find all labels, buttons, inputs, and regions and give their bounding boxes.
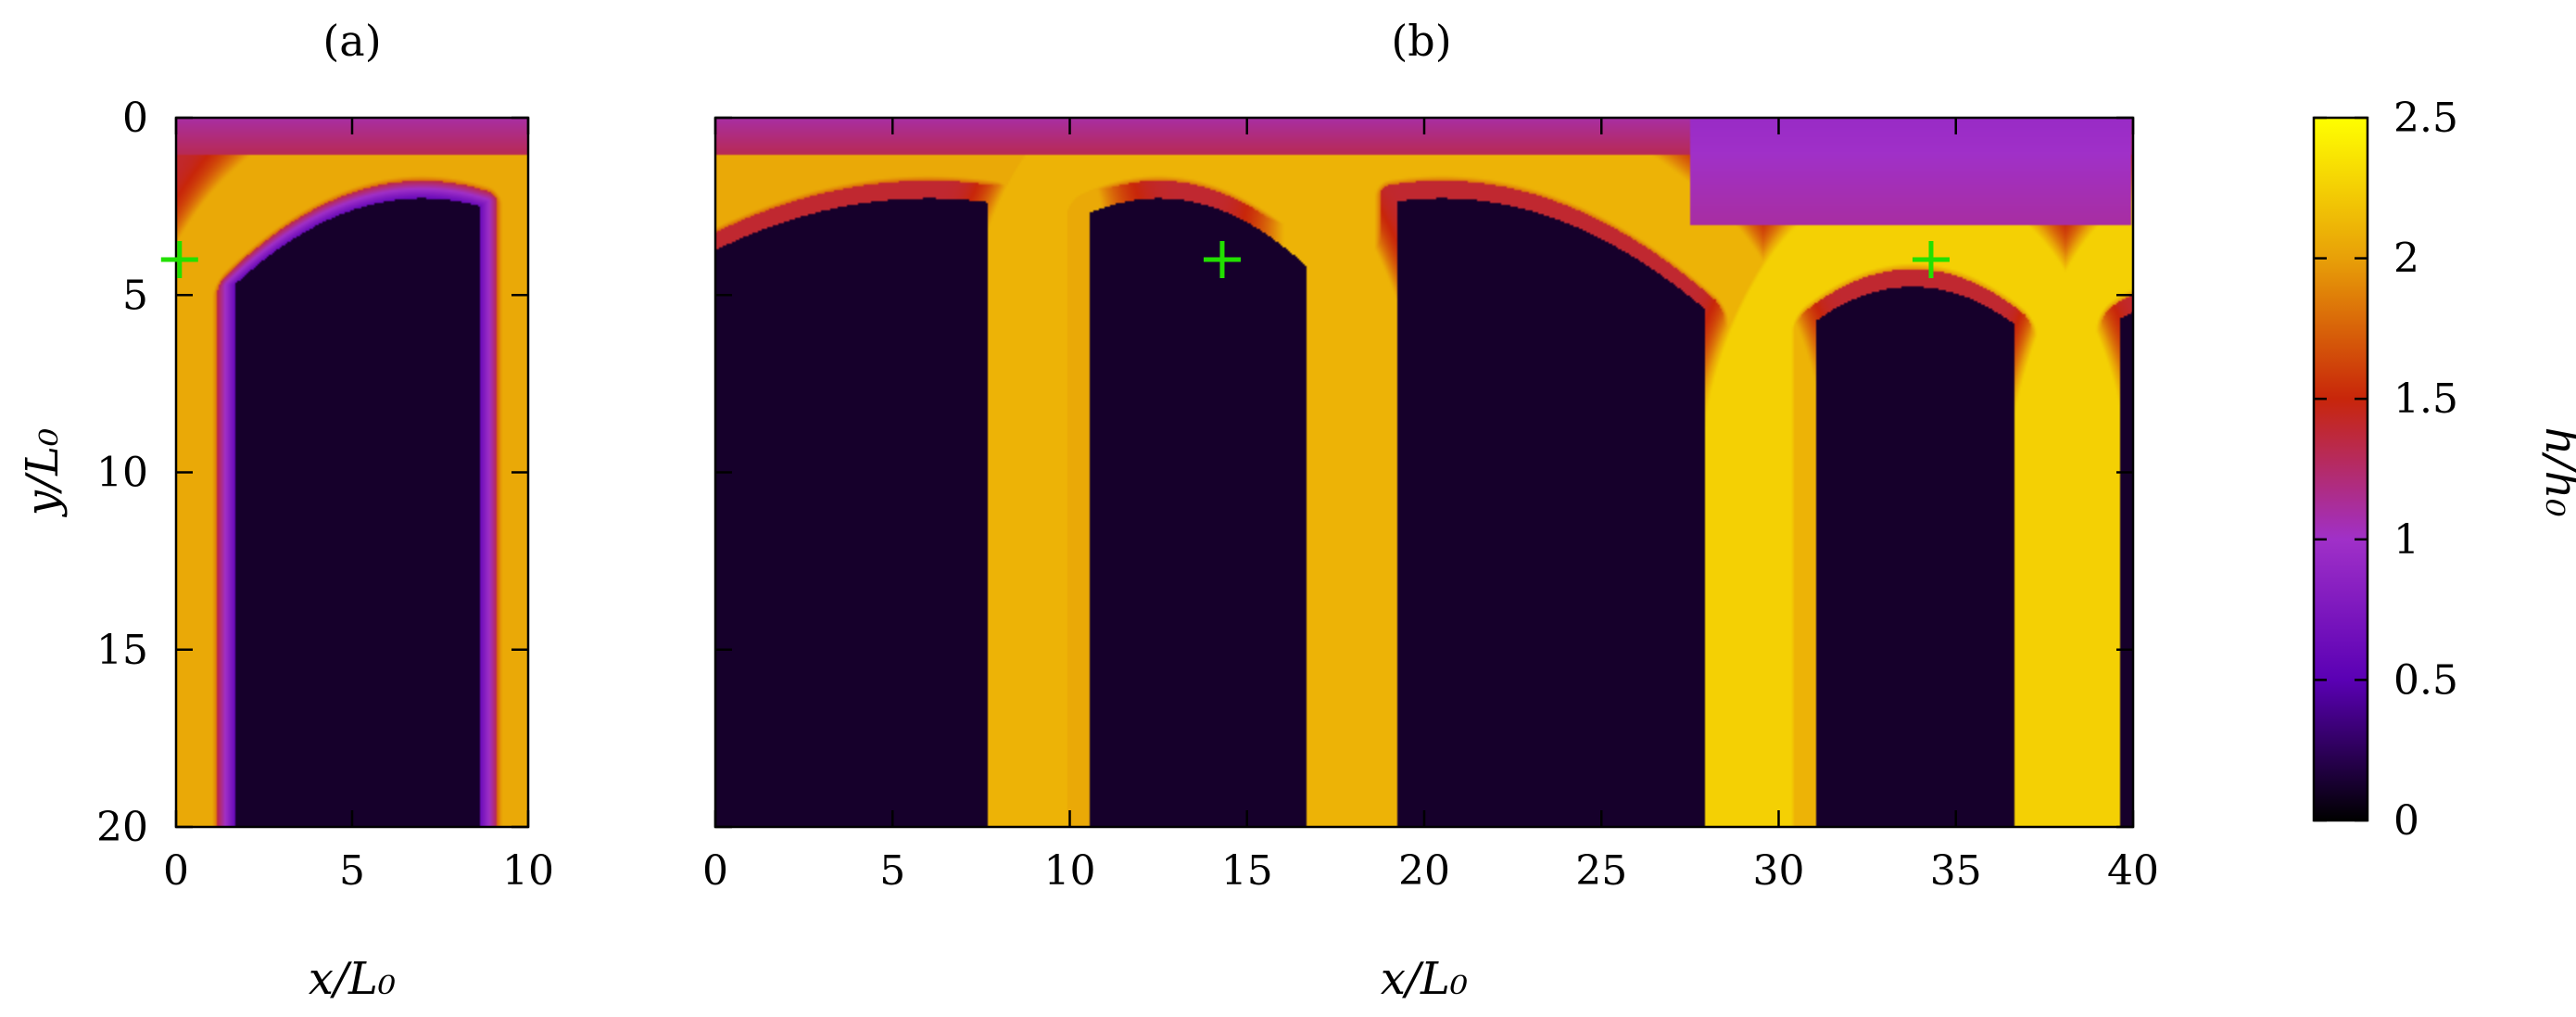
colorbar-tick-label: 1.5 <box>2393 375 2458 423</box>
x-tick-label: 40 <box>2107 847 2159 895</box>
panel-a-ticks: 0 5 10 0 5 10 15 20 <box>96 95 554 895</box>
x-tick-label: 20 <box>1398 847 1450 895</box>
panel-a-heatmap <box>176 118 528 827</box>
colorbar-gradient <box>2314 118 2368 820</box>
panel-a-markers <box>160 241 198 278</box>
marker-plus <box>1203 241 1241 278</box>
x-tick-label: 35 <box>1930 847 1982 895</box>
panel-b-heatmap <box>715 118 2133 827</box>
x-tick-label: 10 <box>502 847 554 895</box>
colorbar: 0 0.5 1 1.5 2 2.5 h/h₀ <box>2312 95 2576 845</box>
panel-a-label: (a) <box>322 16 381 66</box>
marker-plus <box>160 241 198 278</box>
panel-b: (b) 0 5 10 15 20 25 30 35 40 x/L₀ <box>702 16 2159 1005</box>
colorbar-tick-label: 0 <box>2393 797 2419 845</box>
y-tick-label: 15 <box>96 627 148 674</box>
x-tick-label: 30 <box>1753 847 1805 895</box>
y-tick-label: 10 <box>96 450 148 497</box>
panel-b-ticks: 0 5 10 15 20 25 30 35 40 <box>702 116 2159 895</box>
panel-a-xlabel: x/L₀ <box>309 953 396 1005</box>
colorbar-frame <box>2312 116 2369 822</box>
y-tick-label: 5 <box>122 272 148 319</box>
colorbar-tick-label: 2.5 <box>2393 95 2458 142</box>
x-tick-label: 0 <box>163 847 189 895</box>
panel-b-xlabel: x/L₀ <box>1381 953 1468 1005</box>
x-tick-label: 15 <box>1221 847 1273 895</box>
colorbar-tick-label: 0.5 <box>2393 656 2458 704</box>
marker-plus <box>1912 241 1950 278</box>
colorbar-tick-label: 2 <box>2393 235 2419 283</box>
panel-a-ylabel: y/L₀ <box>17 428 69 517</box>
colorbar-ticks: 0 0.5 1 1.5 2 2.5 <box>2314 95 2458 845</box>
colorbar-label: h/h₀ <box>2535 426 2576 516</box>
x-tick-label: 5 <box>339 847 365 895</box>
y-tick-label: 20 <box>96 804 148 851</box>
x-tick-label: 0 <box>702 847 728 895</box>
x-tick-label: 5 <box>879 847 905 895</box>
panel-a: (a) 0 5 10 0 5 10 15 20 x/L₀ y/L₀ <box>17 16 554 1005</box>
y-tick-label: 0 <box>122 95 148 142</box>
panel-b-label: (b) <box>1391 16 1451 66</box>
panel-b-markers <box>1203 241 1950 278</box>
colorbar-tick-label: 1 <box>2393 516 2419 564</box>
x-tick-label: 25 <box>1575 847 1627 895</box>
x-tick-label: 10 <box>1044 847 1096 895</box>
